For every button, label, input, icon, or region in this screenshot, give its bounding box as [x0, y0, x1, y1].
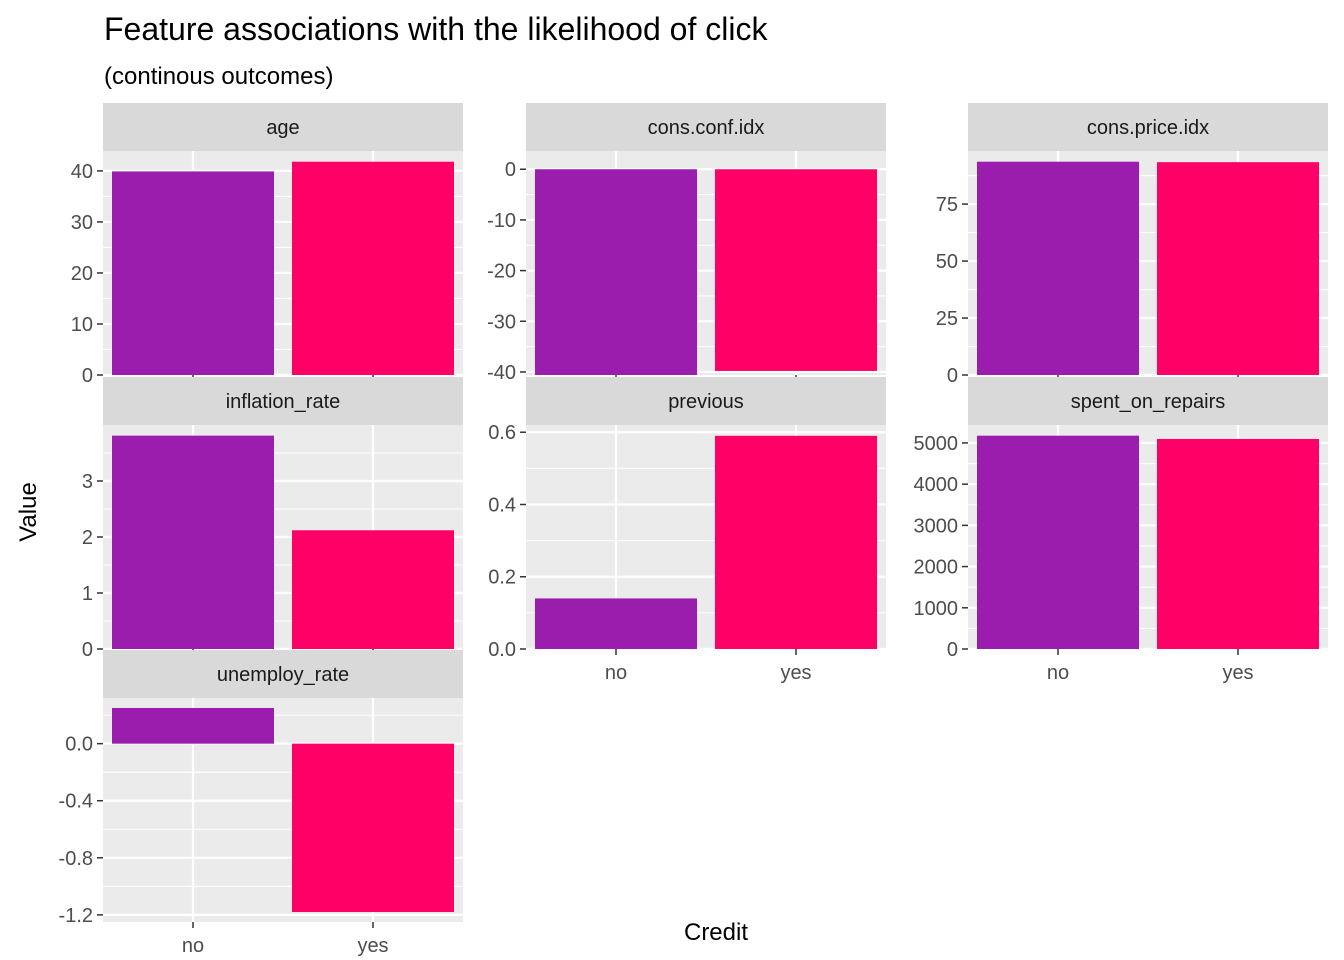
facet-unemploy-rate: unemploy_rate 0.0 -0.4 -0.8 -1.2 no yes	[59, 650, 463, 957]
y-tick-label: 0.0	[65, 734, 93, 756]
facet-strip-label: age	[266, 117, 299, 139]
y-tick-label: 10	[71, 314, 93, 336]
y-tick-label: 2	[82, 527, 93, 549]
facet-cons-price-idx: cons.price.idx0255075noyes	[936, 103, 1328, 410]
bar-no	[535, 598, 697, 649]
y-tick-label: 0.4	[488, 494, 516, 516]
y-tick-label: 0	[505, 159, 516, 181]
y-tick-label: -40	[487, 362, 516, 384]
y-tick-label: -20	[487, 261, 516, 283]
chart-title: Feature associations with the likelihood…	[104, 11, 768, 47]
y-tick-label: -1.2	[59, 905, 93, 927]
bar-yes	[715, 169, 877, 371]
facet-age: age010203040noyes	[71, 103, 463, 410]
y-tick-label: 1000	[914, 598, 959, 620]
y-tick-label: 20	[71, 263, 93, 285]
bar-no	[977, 161, 1139, 375]
bar-yes	[292, 743, 454, 913]
facet-strip	[103, 103, 463, 151]
bar-no	[112, 707, 274, 744]
facet-strip-label: cons.price.idx	[1087, 117, 1209, 139]
x-tick-label: yes	[1222, 662, 1253, 684]
x-axis-title: Credit	[684, 919, 748, 946]
bar-yes	[1157, 162, 1319, 375]
bar-yes	[715, 435, 877, 649]
y-tick-label: 75	[936, 194, 958, 216]
facet-strip-label: inflation_rate	[226, 391, 341, 413]
facet-strip-label: previous	[668, 391, 744, 413]
facet-strip	[526, 377, 886, 425]
facet-strip	[103, 650, 463, 698]
y-tick-label: 0	[82, 639, 93, 661]
y-tick-label: 2000	[914, 557, 959, 579]
y-tick-label: 4000	[914, 474, 959, 496]
y-tick-label: 3000	[914, 515, 959, 537]
y-tick-label: -0.4	[59, 791, 93, 813]
bar-yes	[292, 161, 454, 375]
bar-yes	[1157, 438, 1319, 649]
facet-strip-label: unemploy_rate	[217, 664, 349, 686]
facet-strip	[526, 103, 886, 151]
x-tick-label: no	[605, 662, 627, 684]
facet-previous: previous 0.0 0.2 0.4 0.6 no yes	[488, 377, 886, 684]
y-tick-label: 50	[936, 251, 958, 273]
bar-no	[112, 435, 274, 649]
x-tick-label: yes	[780, 662, 811, 684]
x-tick-label: yes	[357, 935, 388, 957]
y-tick-label: 5000	[914, 433, 959, 455]
facet-strip-label: spent_on_repairs	[1071, 391, 1226, 413]
y-tick-label: 25	[936, 308, 958, 330]
x-tick-label: no	[1047, 662, 1069, 684]
y-tick-label: 30	[71, 212, 93, 234]
bar-no	[977, 435, 1139, 649]
y-tick-label: 3	[82, 471, 93, 493]
bar-no	[535, 169, 697, 375]
y-tick-label: 1	[82, 583, 93, 605]
y-tick-label: -10	[487, 210, 516, 232]
y-tick-label: 0.0	[488, 639, 516, 661]
facet-strip	[968, 103, 1328, 151]
y-axis-title: Value	[15, 482, 42, 542]
chart-subtitle: (continous outcomes)	[104, 63, 333, 90]
y-tick-label: 0.2	[488, 567, 516, 589]
y-tick-label: 0	[82, 365, 93, 387]
y-tick-label: -30	[487, 311, 516, 333]
facet-strip	[103, 377, 463, 425]
y-tick-label: -0.8	[59, 848, 93, 870]
y-tick-label: 0	[947, 639, 958, 661]
bar-no	[112, 171, 274, 375]
x-tick-label: no	[182, 935, 204, 957]
y-tick-label: 40	[71, 161, 93, 183]
facet-panels: age010203040noyescons.conf.idx0-10-20-30…	[59, 103, 1328, 957]
y-tick-label: 0	[947, 365, 958, 387]
facet-strip	[968, 377, 1328, 425]
facet-strip-label: cons.conf.idx	[648, 117, 765, 139]
facet-inflation-rate: inflation_rate0123noyes	[82, 377, 463, 684]
y-tick-label: 0.6	[488, 422, 516, 444]
bar-yes	[292, 530, 454, 649]
facet-spent-on-repairs: spent_on_repairs 0 1000 2000 3000 4000 5000 no y…	[914, 377, 1328, 684]
